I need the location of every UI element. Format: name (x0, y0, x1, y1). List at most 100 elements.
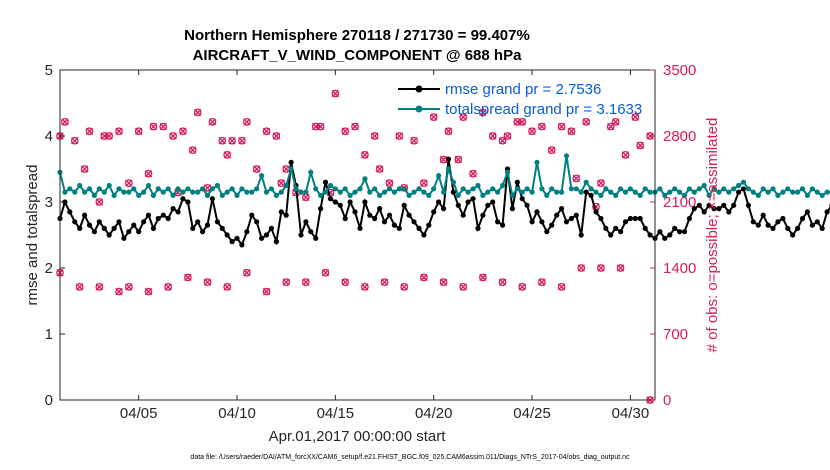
totalspread-point (170, 192, 176, 198)
rmse-point (180, 196, 186, 202)
totalspread-point (436, 173, 442, 179)
rmse-point (534, 209, 540, 215)
rmse-point (677, 229, 683, 235)
obs-possible-point (479, 108, 487, 117)
totalspread-point (657, 186, 663, 192)
totalspread-point (278, 189, 284, 195)
rmse-point (96, 219, 102, 225)
obs-assimilated-point (582, 118, 590, 126)
obs-possible-point (351, 122, 359, 131)
totalspread-point (293, 186, 299, 192)
rmse-point (67, 209, 73, 215)
obs-possible-point (243, 118, 251, 126)
legend-label-rmse: rmse grand pr = 2.7536 (445, 81, 601, 98)
obs-possible-point (444, 127, 453, 136)
totalspread-point (785, 186, 791, 192)
y-right-tick-label: 0 (663, 392, 671, 409)
obs-possible-point (223, 283, 232, 291)
totalspread-point (559, 189, 565, 195)
rmse-point (544, 229, 550, 235)
obs-assimilated-point (277, 179, 285, 187)
rmse-point (559, 206, 565, 212)
rmse-point (750, 219, 756, 225)
obs-possible-point (203, 278, 212, 286)
obs-possible-point (479, 273, 487, 282)
totalspread-point (790, 189, 796, 195)
totalspread-point (101, 189, 107, 195)
totalspread-point (357, 186, 363, 192)
obs-possible-point (498, 278, 507, 286)
totalspread-point (308, 169, 314, 175)
obs-possible-point (439, 278, 448, 286)
obs-assimilated-point (95, 198, 103, 206)
rmse-point (219, 225, 225, 231)
totalspread-point (637, 192, 643, 198)
obs-possible-point (115, 287, 123, 296)
totalspread-point (799, 186, 806, 192)
rmse-point (116, 219, 122, 225)
totalspread-point (145, 182, 152, 189)
totalspread-point (426, 192, 432, 198)
obs-assimilated-point (282, 278, 290, 286)
y-left-tick-label: 3 (45, 194, 53, 211)
obs-assimilated-point (253, 165, 261, 173)
obs-possible-point (193, 108, 202, 117)
rmse-point (613, 225, 619, 231)
obs-possible-point (179, 127, 187, 136)
rmse-point (175, 209, 181, 215)
rmse-point (200, 229, 206, 235)
rmse-point (529, 219, 535, 225)
rmse-point (421, 232, 427, 238)
obs-possible-point (498, 136, 507, 145)
totalspread-point (416, 186, 422, 192)
rmse-point (509, 206, 515, 212)
rmse-point (318, 206, 324, 212)
rmse-point (347, 199, 353, 205)
totalspread-point (613, 192, 619, 198)
obs-possible-point (124, 283, 133, 291)
rmse-point (131, 222, 137, 228)
obs-assimilated-point (518, 118, 526, 126)
rmse-point (627, 215, 634, 222)
obs-possible-point (272, 132, 281, 140)
obs-assimilated-point (375, 165, 384, 173)
rmse-point (332, 199, 338, 205)
rmse-point (185, 199, 191, 205)
rmse-point (701, 209, 707, 215)
obs-assimilated-point (479, 273, 487, 282)
rmse-point (342, 215, 348, 222)
obs-assimilated-point (243, 118, 251, 126)
obs-possible-point (410, 136, 418, 145)
rmse-point (736, 189, 742, 195)
rmse-point (593, 209, 599, 215)
rmse-point (381, 219, 388, 225)
totalspread-point (578, 189, 584, 195)
obs-assimilated-point (331, 89, 340, 98)
totalspread-point (711, 186, 717, 192)
obs-possible-point (149, 122, 158, 131)
obs-possible-point (611, 118, 620, 126)
totalspread-point (736, 182, 742, 189)
totalspread-point (259, 173, 265, 179)
obs-assimilated-point (380, 278, 389, 286)
rmse-point (824, 209, 830, 215)
obs-possible-point (164, 283, 173, 291)
obs-assimilated-point (144, 287, 153, 296)
obs-possible-point (400, 283, 409, 291)
y-left-tick-label: 4 (45, 128, 53, 145)
rmse-point (608, 232, 614, 238)
obs-assimilated-point (557, 283, 566, 291)
rmse-point (519, 196, 525, 202)
obs-possible-point (538, 278, 546, 286)
totalspread-point (82, 189, 88, 195)
obs-assimilated-point (223, 283, 231, 291)
rmse-point (229, 239, 235, 245)
obs-assimilated-point (95, 283, 103, 291)
rmse-point (480, 212, 486, 218)
totalspread-point (603, 186, 609, 192)
totalspread-point (106, 182, 112, 189)
rmse-point (327, 196, 334, 202)
totalspread-point (465, 189, 471, 195)
totalspread-point (72, 189, 78, 195)
totalspread-point (672, 186, 678, 192)
